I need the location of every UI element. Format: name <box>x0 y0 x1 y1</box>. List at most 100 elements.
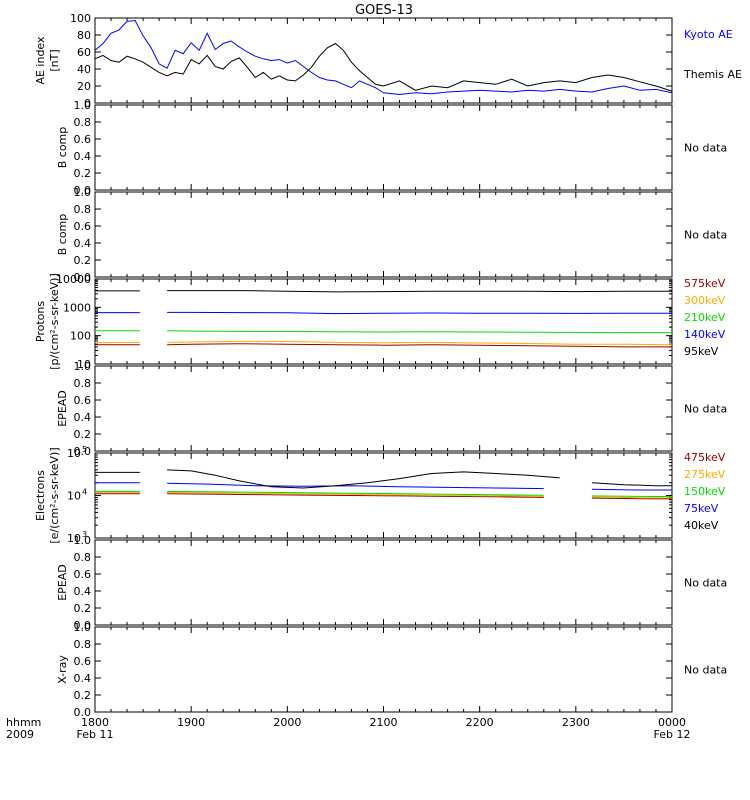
y-tick-label-exp: 4 <box>82 488 87 497</box>
y-axis-label: EPEAD <box>56 390 69 427</box>
y-tick-label: 0.2 <box>74 689 92 702</box>
x-tick-label: 1800 <box>81 716 109 729</box>
y-tick-label: 1.0 <box>74 99 92 112</box>
y-tick-label: 0.8 <box>74 638 92 651</box>
legend-entry: 75keV <box>684 502 719 515</box>
y-tick-label-exp: 3 <box>82 530 87 539</box>
no-data-note: No data <box>684 403 727 416</box>
series-line-210kev <box>167 330 672 334</box>
y-tick-label: 10 <box>67 532 81 545</box>
panel-frame <box>94 626 673 713</box>
y-axis-label: [nT] <box>48 49 61 71</box>
panel-7: 0.0 0.2 0.4 0.6 0.8 1.0 EPEAD No data <box>56 534 727 632</box>
y-axis-label: [e/(cm²-s-sr-keV)] <box>48 447 61 543</box>
legend-entry: Themis AE <box>683 68 742 81</box>
legend-entry: 140keV <box>684 328 726 341</box>
y-tick-label: 100 <box>70 330 91 343</box>
y-axis-label: B comp <box>56 127 69 169</box>
y-axis-label: EPEAD <box>56 564 69 601</box>
y-tick-label: 0.8 <box>74 116 92 129</box>
x-tick-label: 1900 <box>177 716 205 729</box>
series-line-150kev <box>167 491 544 496</box>
y-tick-label-exp: 5 <box>82 445 87 454</box>
y-tick-label: 0.2 <box>74 254 92 267</box>
series-line-575kev <box>167 343 672 348</box>
x-tick-label: 2200 <box>466 716 494 729</box>
y-tick-label: 0.4 <box>74 672 92 685</box>
legend-entry: 275keV <box>684 468 726 481</box>
x-tick-label: 2100 <box>370 716 398 729</box>
legend-entry: Kyoto AE <box>684 28 733 41</box>
series-line-75kev <box>167 482 544 490</box>
chart-title: GOES-13 <box>355 3 413 18</box>
series-line-475kev <box>591 497 673 500</box>
no-data-note: No data <box>684 577 727 590</box>
y-tick-label: 100 <box>70 12 91 25</box>
y-tick-label: 1.0 <box>74 621 92 634</box>
y-tick-label: 10 <box>67 490 81 503</box>
y-axis-label: B comp <box>56 214 69 256</box>
y-tick-label: 0.0 <box>74 184 92 197</box>
y-tick-label: 20 <box>77 80 91 93</box>
series-line-40kev <box>591 482 672 487</box>
no-data-note: No data <box>684 664 727 677</box>
y-tick-label: 0 <box>84 97 91 110</box>
y-tick-label: 0.6 <box>74 133 92 146</box>
panel-5: 0.0 0.2 0.4 0.6 0.8 1.0 EPEAD No data <box>56 360 727 458</box>
y-tick-label: 0.4 <box>74 585 92 598</box>
y-tick-label: 0.8 <box>74 203 92 216</box>
y-tick-label: 0.6 <box>74 655 92 668</box>
y-tick-label: 0.6 <box>74 220 92 233</box>
series-line-75kev <box>591 488 672 491</box>
y-axis-label: Protons <box>34 301 47 342</box>
y-axis-label: Electrons <box>34 470 47 521</box>
x-tick-sublabel: Feb 11 <box>77 728 114 741</box>
y-tick-label: 10 <box>77 358 91 371</box>
legend-entry: 40keV <box>684 519 719 532</box>
y-tick-label: 0.8 <box>74 551 92 564</box>
legend-entry: 575keV <box>684 277 726 290</box>
panel-frame <box>94 17 673 104</box>
y-axis-label: AE index <box>34 36 47 85</box>
y-tick-label: 80 <box>77 29 91 42</box>
y-tick-label: 0.4 <box>74 150 92 163</box>
panel-frame <box>94 104 673 191</box>
legend-entry: 300keV <box>684 294 726 307</box>
x-tick-sublabel: Feb 12 <box>654 728 691 741</box>
series-line-themis-ae <box>94 42 673 92</box>
series-line-kyoto-ae <box>94 19 673 96</box>
y-tick-label: 0.6 <box>74 394 92 407</box>
panel-3: 0.0 0.2 0.4 0.6 0.8 1.0 B comp No data <box>56 186 727 284</box>
no-data-note: No data <box>684 142 727 155</box>
series-line-275kev <box>167 491 544 497</box>
panel-4: 10 100 1000 10000 Protons [p/(cm²-s-sr-keV)] 5… <box>34 273 726 371</box>
series-line-275kev <box>591 496 673 499</box>
legend-entry: 210keV <box>684 311 726 324</box>
series-line-40kev <box>167 469 560 489</box>
y-axis-label: X-ray <box>56 655 69 684</box>
y-tick-label: 0.0 <box>74 271 92 284</box>
panel-frame <box>94 191 673 278</box>
x-tick-label: 2000 <box>273 716 301 729</box>
y-tick-label: 1.0 <box>74 360 92 373</box>
series-line-95kev <box>167 290 672 293</box>
no-data-note: No data <box>684 229 727 242</box>
y-tick-label: 0.0 <box>74 445 92 458</box>
panel-1: 0 20 40 60 80 100 AE index [nT] Kyoto AE Themis A… <box>34 12 742 110</box>
x-tick-label: 0000 <box>658 716 686 729</box>
series-line-475kev <box>167 493 544 498</box>
y-tick-label: 10 <box>67 447 81 460</box>
y-tick-label: 60 <box>77 46 91 59</box>
panel-frame <box>94 539 673 626</box>
y-tick-label: 0.0 <box>74 706 92 719</box>
legend-entry: 95keV <box>684 345 719 358</box>
y-tick-label: 1.0 <box>74 186 92 199</box>
series-line-300kev <box>167 340 673 346</box>
y-tick-label: 40 <box>77 63 91 76</box>
panels: 0 20 40 60 80 100 AE index [nT] Kyoto AE Themis A… <box>34 12 742 719</box>
panel-2: 0.0 0.2 0.4 0.6 0.8 1.0 B comp No data <box>56 99 727 197</box>
y-tick-label: 10000 <box>56 273 91 286</box>
